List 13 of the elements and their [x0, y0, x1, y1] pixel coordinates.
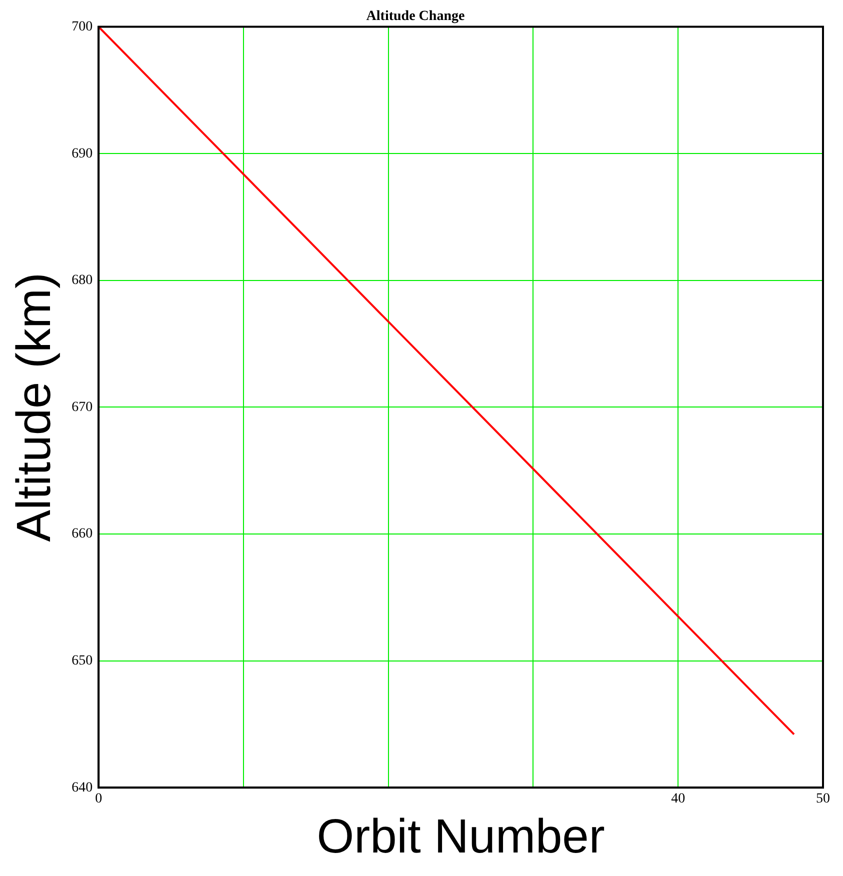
- y-tick-label: 650: [72, 653, 93, 668]
- chart-title: Altitude Change: [366, 9, 465, 24]
- y-tick-label: 660: [72, 526, 93, 542]
- y-tick-label: 690: [72, 146, 93, 162]
- x-axis-title: Orbit Number: [316, 810, 605, 864]
- y-tick-label: 670: [72, 400, 93, 415]
- y-tick-label: 700: [72, 19, 93, 34]
- x-tick-label: 50: [816, 792, 830, 807]
- y-tick-label: 640: [72, 780, 93, 796]
- y-axis-title: Altitude (km): [8, 272, 62, 542]
- x-tick-label: 40: [671, 792, 686, 807]
- x-tick-label: 0: [95, 792, 102, 807]
- y-tick-label: 680: [72, 273, 93, 288]
